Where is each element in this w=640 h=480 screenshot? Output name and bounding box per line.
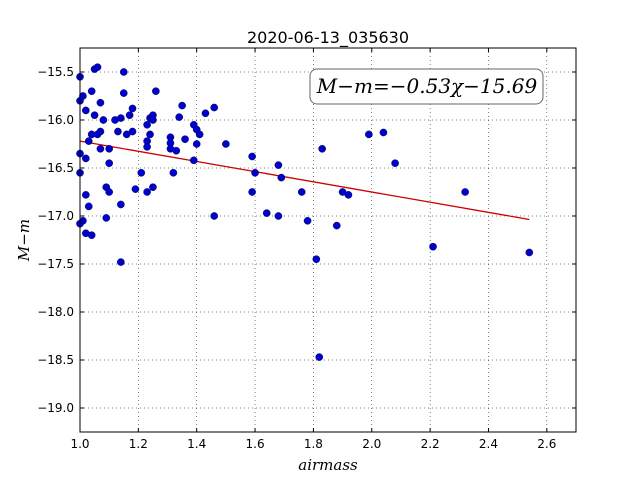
data-point <box>274 212 283 220</box>
y-tick-label: −17.0 <box>37 209 74 223</box>
data-point <box>210 212 219 220</box>
data-point <box>318 144 326 153</box>
data-point <box>79 92 87 100</box>
y-tick-label: −18.0 <box>37 305 74 319</box>
y-tick-label: −18.5 <box>37 353 74 367</box>
plot-frame <box>79 47 577 433</box>
data-point <box>175 113 183 121</box>
data-point <box>117 258 125 266</box>
data-point <box>128 127 137 136</box>
x-tick-label: 2.2 <box>421 437 440 451</box>
data-point <box>102 214 111 222</box>
x-tick-label: 1.8 <box>304 437 323 451</box>
data-point <box>82 191 90 199</box>
data-point <box>251 168 259 177</box>
y-tick-label: −15.5 <box>37 65 74 79</box>
data-point <box>312 255 321 264</box>
data-point <box>114 127 122 136</box>
data-point <box>131 185 140 193</box>
data-point <box>119 68 128 76</box>
x-tick-label: 1.2 <box>129 437 148 451</box>
plot-area <box>80 48 576 432</box>
data-point <box>172 146 181 155</box>
axis-ticks: 1.0 1.2 1.4 1.6 1.8 2.0 2.2 2.4 2.6 −15.5 −16.0 −16… <box>37 48 576 451</box>
data-point <box>379 128 388 137</box>
data-point <box>125 111 134 119</box>
data-points <box>76 63 534 361</box>
equation-annotation: M−m=−0.53χ−15.69 <box>309 68 544 105</box>
data-point <box>117 114 125 122</box>
data-point <box>82 106 90 115</box>
data-point <box>201 109 210 118</box>
data-point <box>303 216 312 225</box>
data-point <box>181 135 189 143</box>
data-point <box>178 101 186 110</box>
data-point <box>87 231 96 239</box>
data-point <box>143 143 151 151</box>
data-point <box>146 130 154 139</box>
data-point <box>149 183 157 191</box>
x-tick-label: 2.0 <box>362 437 381 451</box>
data-point <box>82 154 90 163</box>
x-tick-label: 2.6 <box>537 437 556 451</box>
chart-title: 2020-06-13_035630 <box>247 28 409 48</box>
data-point <box>248 188 256 196</box>
x-tick-label: 1.6 <box>246 437 265 451</box>
data-point <box>344 191 353 199</box>
data-point <box>525 248 534 257</box>
data-point <box>128 104 137 113</box>
data-point <box>262 209 271 217</box>
data-point <box>365 130 373 139</box>
data-point <box>99 116 108 124</box>
y-tick-label: −16.5 <box>37 161 74 175</box>
y-tick-label: −19.0 <box>37 401 74 415</box>
data-point <box>105 144 113 153</box>
equation-box <box>309 68 544 105</box>
data-point <box>96 127 105 136</box>
data-point <box>119 89 128 97</box>
data-point <box>277 173 286 182</box>
x-tick-label: 1.0 <box>70 437 89 451</box>
y-tick-label: −17.5 <box>37 257 74 271</box>
data-point <box>90 111 99 119</box>
data-point <box>143 188 151 196</box>
data-point <box>429 242 437 251</box>
fit-line <box>79 140 530 221</box>
x-tick-label: 1.4 <box>187 437 206 451</box>
data-point <box>143 121 151 129</box>
data-point <box>105 159 113 167</box>
data-point <box>84 137 93 145</box>
data-point <box>195 130 204 139</box>
data-point <box>248 152 256 161</box>
data-point <box>274 161 283 169</box>
data-point <box>105 188 113 196</box>
equation-text: M−m=−0.53χ−15.69 <box>316 74 538 98</box>
data-point <box>332 221 341 230</box>
data-point <box>117 200 125 209</box>
data-point <box>169 168 178 177</box>
data-point <box>189 156 198 165</box>
data-point <box>84 202 93 211</box>
data-point <box>87 87 96 95</box>
data-point <box>222 140 230 148</box>
data-point <box>152 87 160 95</box>
x-axis-label: airmass <box>298 456 358 474</box>
data-point <box>96 98 105 107</box>
data-point <box>297 188 306 196</box>
y-axis-label: M−m <box>15 219 33 262</box>
x-tick-label: 2.4 <box>479 437 498 451</box>
data-point <box>96 144 105 153</box>
data-point <box>210 103 219 112</box>
y-tick-label: −16.0 <box>37 113 74 127</box>
data-point <box>391 159 399 167</box>
data-point <box>461 188 469 196</box>
data-point <box>315 353 324 361</box>
data-point <box>149 116 157 124</box>
data-point <box>137 168 146 177</box>
data-point <box>192 140 201 148</box>
data-point <box>93 63 102 71</box>
fit-line-layer <box>79 140 530 221</box>
